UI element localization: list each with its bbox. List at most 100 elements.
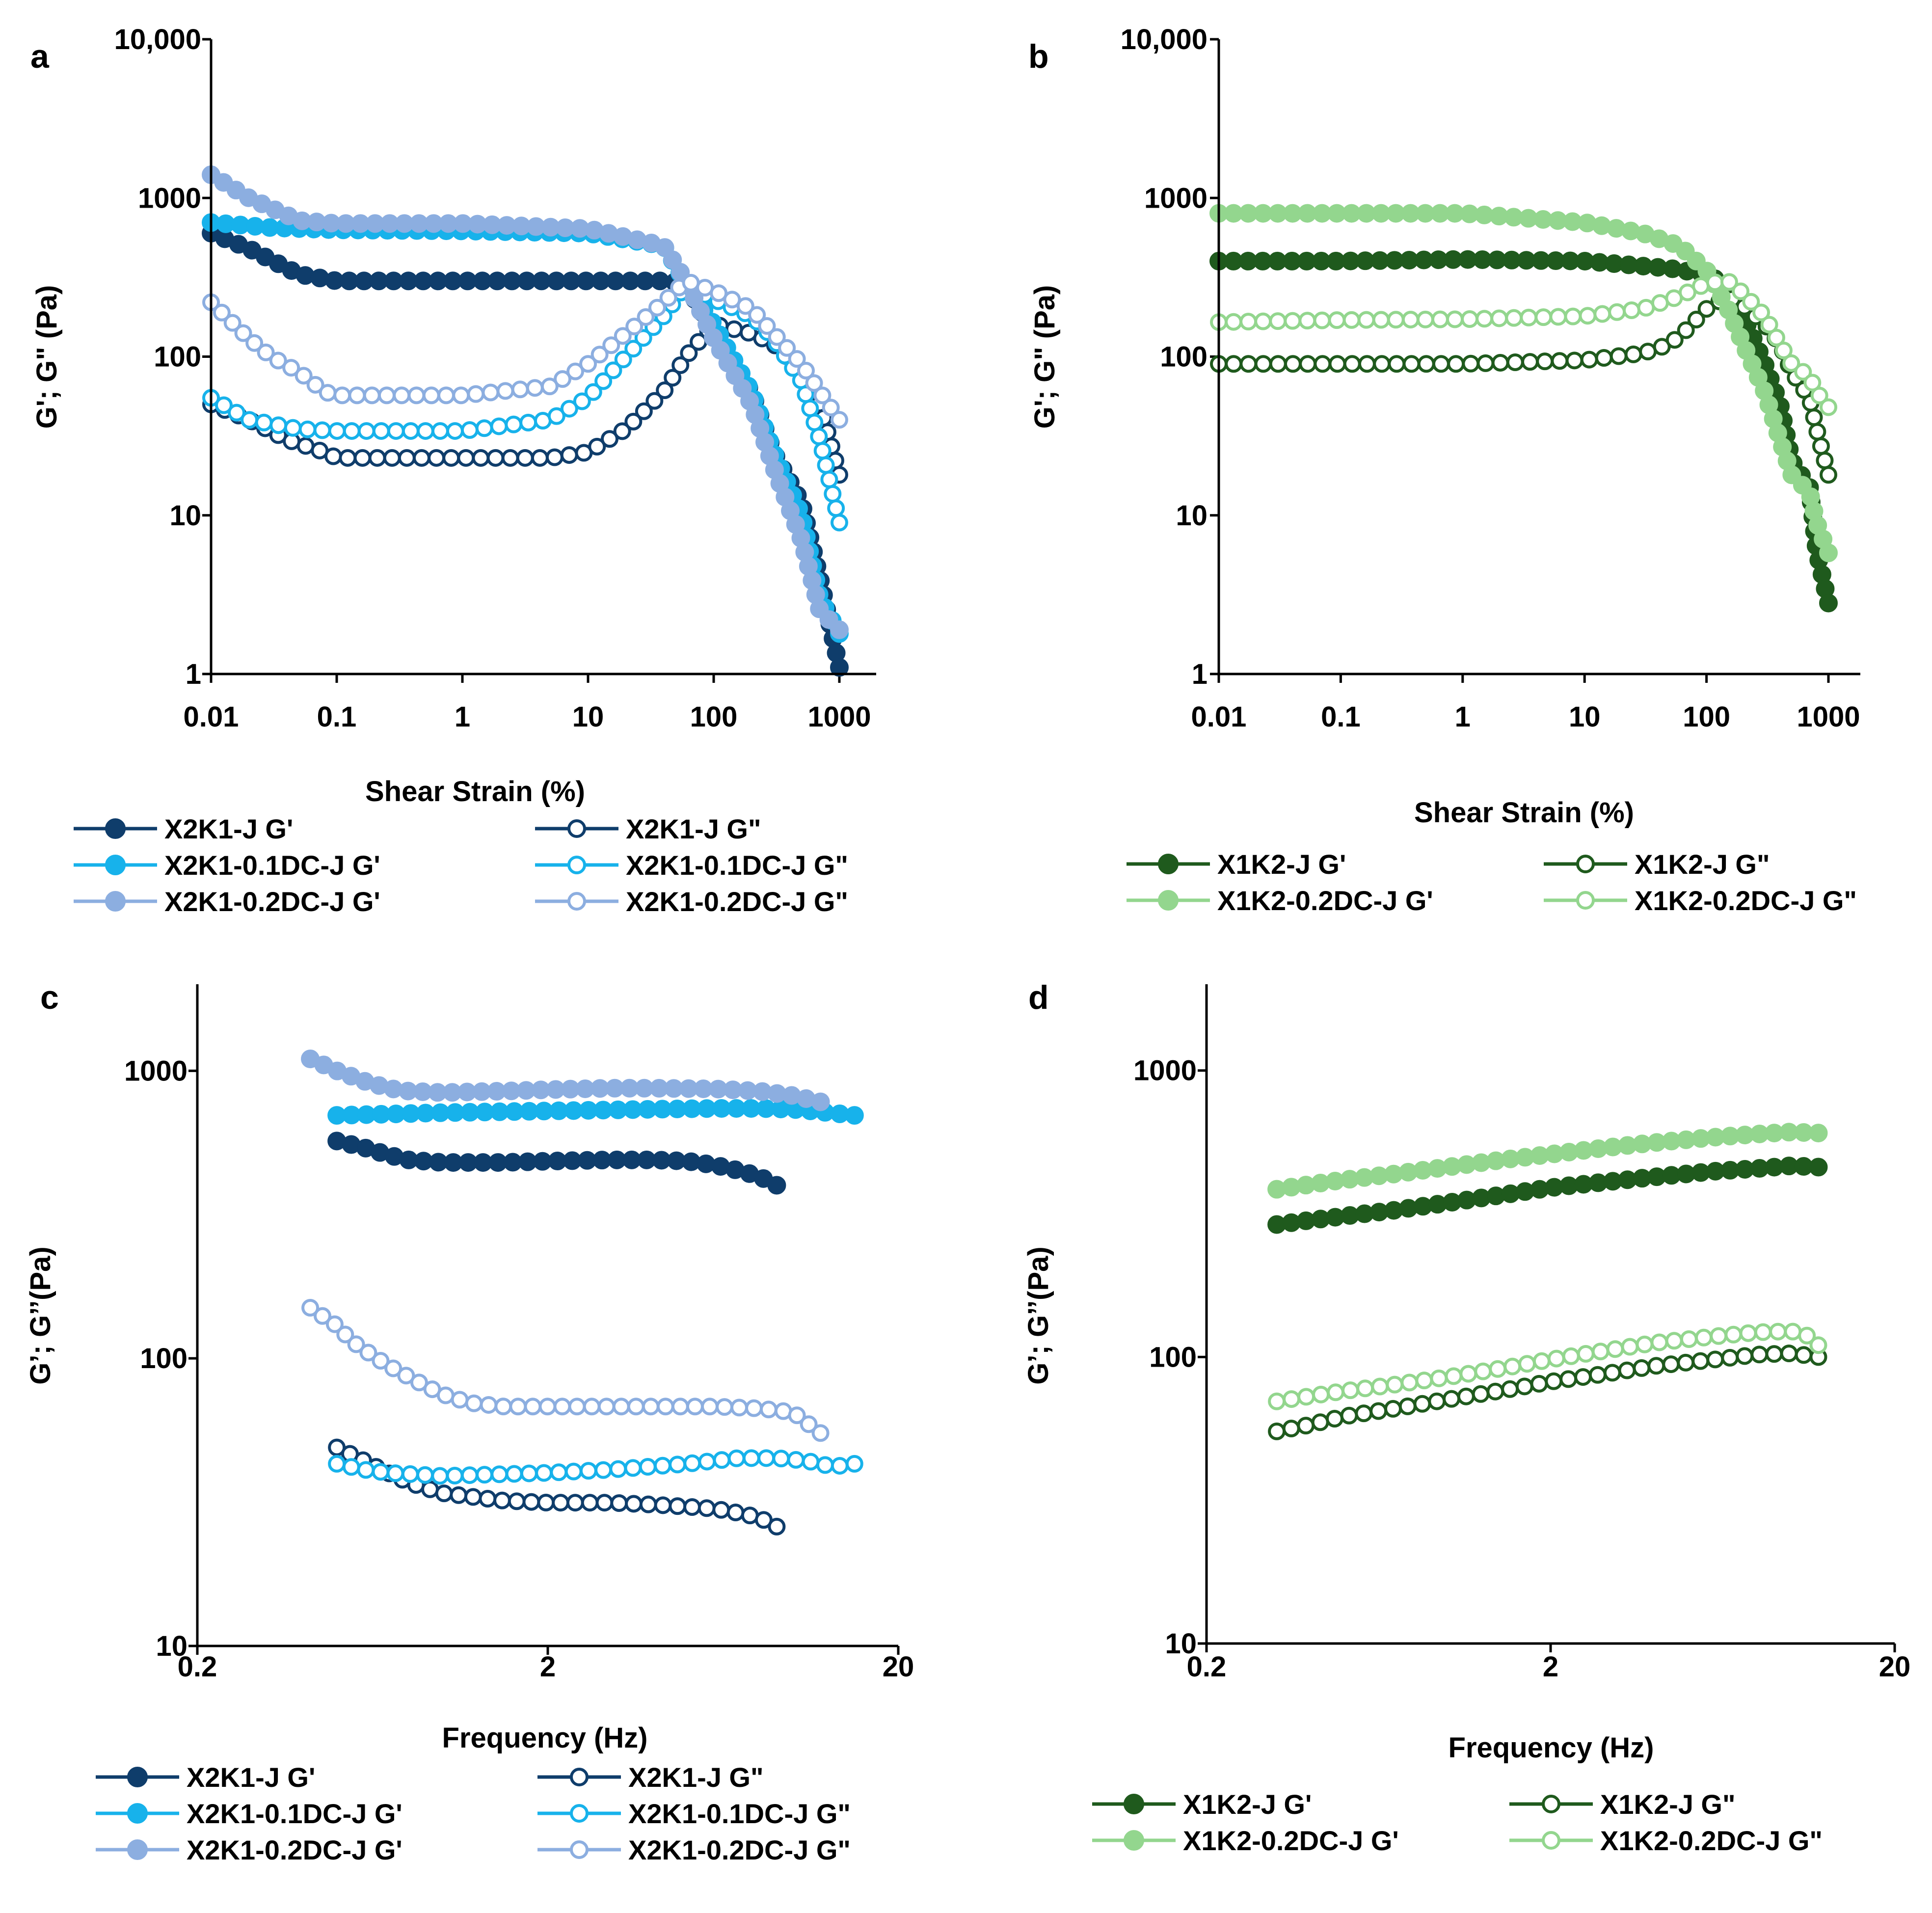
data-point: [1357, 311, 1375, 329]
panel-d-series: [1267, 1123, 1828, 1440]
data-point: [1564, 307, 1582, 325]
panel-b-x-title: Shear Strain (%): [1414, 797, 1634, 829]
data-point: [1355, 1404, 1373, 1423]
legend-label: X2K1-0.2DC-J G': [187, 1834, 402, 1865]
data-point: [1624, 345, 1642, 363]
x-tick-label: 2: [540, 1651, 556, 1683]
x-tick-label: 0.2: [1187, 1651, 1227, 1683]
data-point: [1662, 1355, 1680, 1374]
data-point: [410, 1374, 428, 1392]
legend-item: X2K1-0.2DC-J G': [74, 886, 380, 917]
data-point: [801, 399, 819, 417]
data-point: [284, 419, 302, 437]
data-point: [1386, 1375, 1404, 1394]
data-point: [624, 1459, 642, 1477]
data-point: [553, 1398, 571, 1416]
legend-item: X2K1-J G": [535, 813, 761, 844]
data-point: [295, 367, 313, 385]
data-point: [1476, 354, 1495, 372]
legend-marker: [570, 1768, 589, 1786]
data-point: [816, 1456, 834, 1474]
data-point: [407, 386, 426, 404]
data-point: [1402, 355, 1421, 373]
data-point: [1633, 1359, 1651, 1377]
data-point: [1518, 1355, 1536, 1373]
data-point: [614, 350, 632, 369]
data-point: [1691, 1352, 1710, 1370]
data-point: [1530, 1374, 1548, 1393]
data-point: [736, 297, 754, 315]
data-point: [713, 1451, 731, 1469]
data-point: [768, 328, 786, 346]
data-point: [227, 404, 245, 422]
data-point: [313, 1307, 331, 1325]
data-point: [1474, 1362, 1492, 1380]
data-point: [624, 340, 643, 358]
legend-marker: [570, 1804, 589, 1823]
data-point: [604, 361, 622, 379]
y-tick-label: 10: [1176, 500, 1208, 532]
data-point: [526, 379, 544, 397]
data-point: [482, 383, 500, 402]
data-point: [768, 1517, 786, 1536]
data-point: [1490, 309, 1508, 327]
panel-d-letter: d: [1028, 979, 1049, 1016]
data-point: [1284, 355, 1302, 373]
panel-b-y-ticks: 1 10 100 1000 10,000: [1121, 24, 1219, 690]
legend-item: X2K1-0.2DC-J G': [96, 1834, 402, 1865]
legend-label: X1K2-0.2DC-J G': [1217, 885, 1433, 916]
data-point: [1536, 352, 1554, 371]
data-point: [1373, 355, 1391, 373]
x-tick-label: 10: [1569, 701, 1601, 733]
legend-label: X1K2-0.2DC-J G": [1600, 1825, 1823, 1856]
data-point: [342, 1458, 360, 1476]
data-point: [416, 1466, 434, 1484]
data-point: [767, 1176, 786, 1195]
panel-b-x-ticks: 0.01 0.1 1 10 100 1000: [1191, 674, 1860, 733]
data-point: [535, 1464, 553, 1482]
data-point: [1760, 316, 1778, 334]
panel-c-legend: X2K1-J G' X2K1-J G" X2K1-0.1DC-J G' X2K1-0.…: [96, 1762, 851, 1865]
legend-label: X2K1-J G': [187, 1762, 315, 1793]
data-point: [347, 1335, 365, 1353]
data-point: [642, 1398, 660, 1416]
data-point: [579, 1462, 597, 1480]
x-tick-label: 1: [455, 701, 470, 733]
data-point: [357, 1461, 375, 1479]
legend-item: X1K2-J G": [1544, 849, 1770, 880]
data-point: [1430, 1369, 1448, 1387]
x-tick-label: 100: [1683, 701, 1730, 733]
data-point: [296, 437, 315, 455]
data-point: [564, 1462, 583, 1481]
data-point: [1269, 312, 1287, 330]
y-tick-label: 10: [1165, 1628, 1197, 1660]
data-point: [845, 1455, 863, 1473]
data-point: [1457, 1387, 1475, 1405]
data-point: [328, 422, 346, 440]
data-point: [817, 456, 835, 474]
data-point: [1269, 355, 1287, 373]
data-point: [625, 318, 644, 336]
legend-marker: [1124, 1830, 1144, 1851]
data-point: [1742, 293, 1760, 311]
data-point: [452, 386, 470, 404]
data-point: [645, 392, 664, 410]
y-tick-label: 10: [156, 1630, 188, 1662]
data-point: [1665, 331, 1684, 349]
data-point: [1297, 1388, 1315, 1406]
data-point: [1752, 303, 1771, 322]
legend-marker: [1542, 1795, 1560, 1813]
data-point: [1784, 1322, 1802, 1341]
data-point: [584, 383, 602, 401]
data-point: [1545, 1372, 1563, 1390]
data-point: [490, 417, 508, 435]
data-point: [1647, 1357, 1665, 1375]
data-point: [436, 1386, 455, 1404]
data-point: [594, 372, 613, 390]
data-point: [1805, 408, 1823, 427]
legend-marker: [567, 856, 586, 874]
data-point: [1443, 1390, 1461, 1408]
x-tick-label: 20: [883, 1651, 914, 1683]
data-point: [597, 1398, 616, 1416]
